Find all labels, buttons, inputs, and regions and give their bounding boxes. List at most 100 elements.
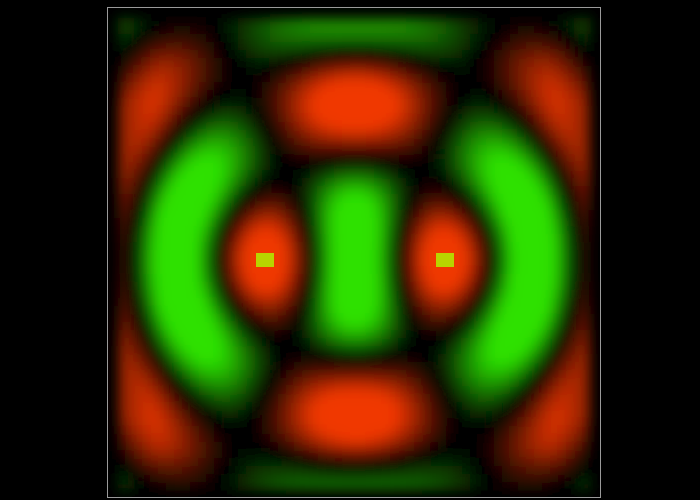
field-cell [430,362,439,371]
field-cell [294,34,303,43]
field-cell [542,378,551,387]
field-cell [526,354,535,363]
field-cell [350,410,359,419]
field-cell [406,378,415,387]
field-cell [350,26,359,35]
field-cell [470,146,479,155]
field-cell [382,386,391,395]
field-cell [518,306,527,315]
field-cell [534,242,543,251]
field-cell [550,266,559,275]
field-cell [526,314,535,323]
field-cell [486,370,495,379]
field-cell [254,178,263,187]
field-cell [246,258,255,267]
field-cell [214,466,223,475]
field-cell [158,154,167,163]
field-cell [278,226,287,235]
field-cell [198,242,207,251]
field-cell [414,178,423,187]
field-cell [558,290,567,299]
field-cell [478,194,487,203]
field-cell [462,202,471,211]
field-cell [558,362,567,371]
field-cell [574,354,583,363]
field-cell [326,306,335,315]
field-cell [302,274,311,283]
field-cell [262,202,271,211]
field-cell [134,482,143,491]
field-cell [238,274,247,283]
field-cell [430,186,439,195]
field-cell [222,106,231,115]
field-cell [446,130,455,139]
field-cell [502,170,511,179]
field-cell [398,330,407,339]
field-cell [238,450,247,459]
field-cell [526,50,535,59]
field-cell [142,170,151,179]
field-cell [286,474,295,483]
field-cell [542,338,551,347]
field-cell [214,458,223,467]
field-cell [478,386,487,395]
field-cell [374,218,383,227]
field-cell [174,458,183,467]
field-cell [406,98,415,107]
field-cell [494,354,503,363]
field-cell [174,234,183,243]
field-cell [438,434,447,443]
field-cell [430,266,439,275]
field-cell [574,346,583,355]
field-cell [254,458,263,467]
field-cell [526,394,535,403]
field-cell [542,290,551,299]
field-cell [494,82,503,91]
field-cell [350,50,359,59]
field-cell [422,218,431,227]
field-cell [510,410,519,419]
field-cell [478,474,487,483]
field-cell [334,66,343,75]
field-cell [502,370,511,379]
field-cell [142,306,151,315]
field-cell [198,402,207,411]
field-cell [550,274,559,283]
field-cell [478,338,487,347]
field-cell [278,82,287,91]
field-cell [582,114,591,123]
field-cell [518,90,527,99]
field-cell [310,162,319,171]
field-cell [278,458,287,467]
field-cell [206,482,215,491]
field-cell [422,274,431,283]
field-cell [190,170,199,179]
field-cell [294,458,303,467]
field-cell [286,98,295,107]
field-cell [446,226,455,235]
field-cell [238,82,247,91]
field-cell [350,186,359,195]
field-cell [310,234,319,243]
field-cell [390,482,399,491]
field-cell [494,298,503,307]
field-cell [414,138,423,147]
field-cell [454,58,463,67]
field-cell [246,66,255,75]
field-cell [526,322,535,331]
field-cell [446,450,455,459]
field-cell [494,66,503,75]
field-cell [206,250,215,259]
field-cell [350,426,359,435]
field-cell [270,234,279,243]
field-cell [262,394,271,403]
field-cell [446,202,455,211]
field-cell [230,242,239,251]
field-cell [166,378,175,387]
field-cell [270,58,279,67]
field-cell [150,418,159,427]
field-cell [334,458,343,467]
field-cell [390,250,399,259]
field-cell [182,242,191,251]
field-cell [254,434,263,443]
